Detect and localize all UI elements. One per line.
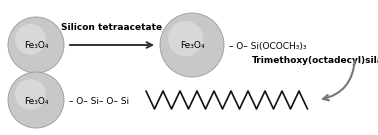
Text: Trimethoxy(octadecyl)silane: Trimethoxy(octadecyl)silane [252,56,378,65]
Text: Fe₃O₄: Fe₃O₄ [24,97,48,105]
FancyArrowPatch shape [323,60,355,100]
Circle shape [15,79,46,110]
Text: Fe₃O₄: Fe₃O₄ [24,41,48,50]
Circle shape [160,13,224,77]
Text: – O– Si– O– Si: – O– Si– O– Si [66,97,129,105]
Text: Silicon tetraacetate: Silicon tetraacetate [62,23,163,32]
Circle shape [15,24,46,55]
Circle shape [8,72,64,128]
Text: – O– Si(OCOCH₃)₃: – O– Si(OCOCH₃)₃ [226,41,307,50]
Circle shape [8,17,64,73]
Text: Fe₃O₄: Fe₃O₄ [180,41,204,50]
Circle shape [168,21,203,56]
